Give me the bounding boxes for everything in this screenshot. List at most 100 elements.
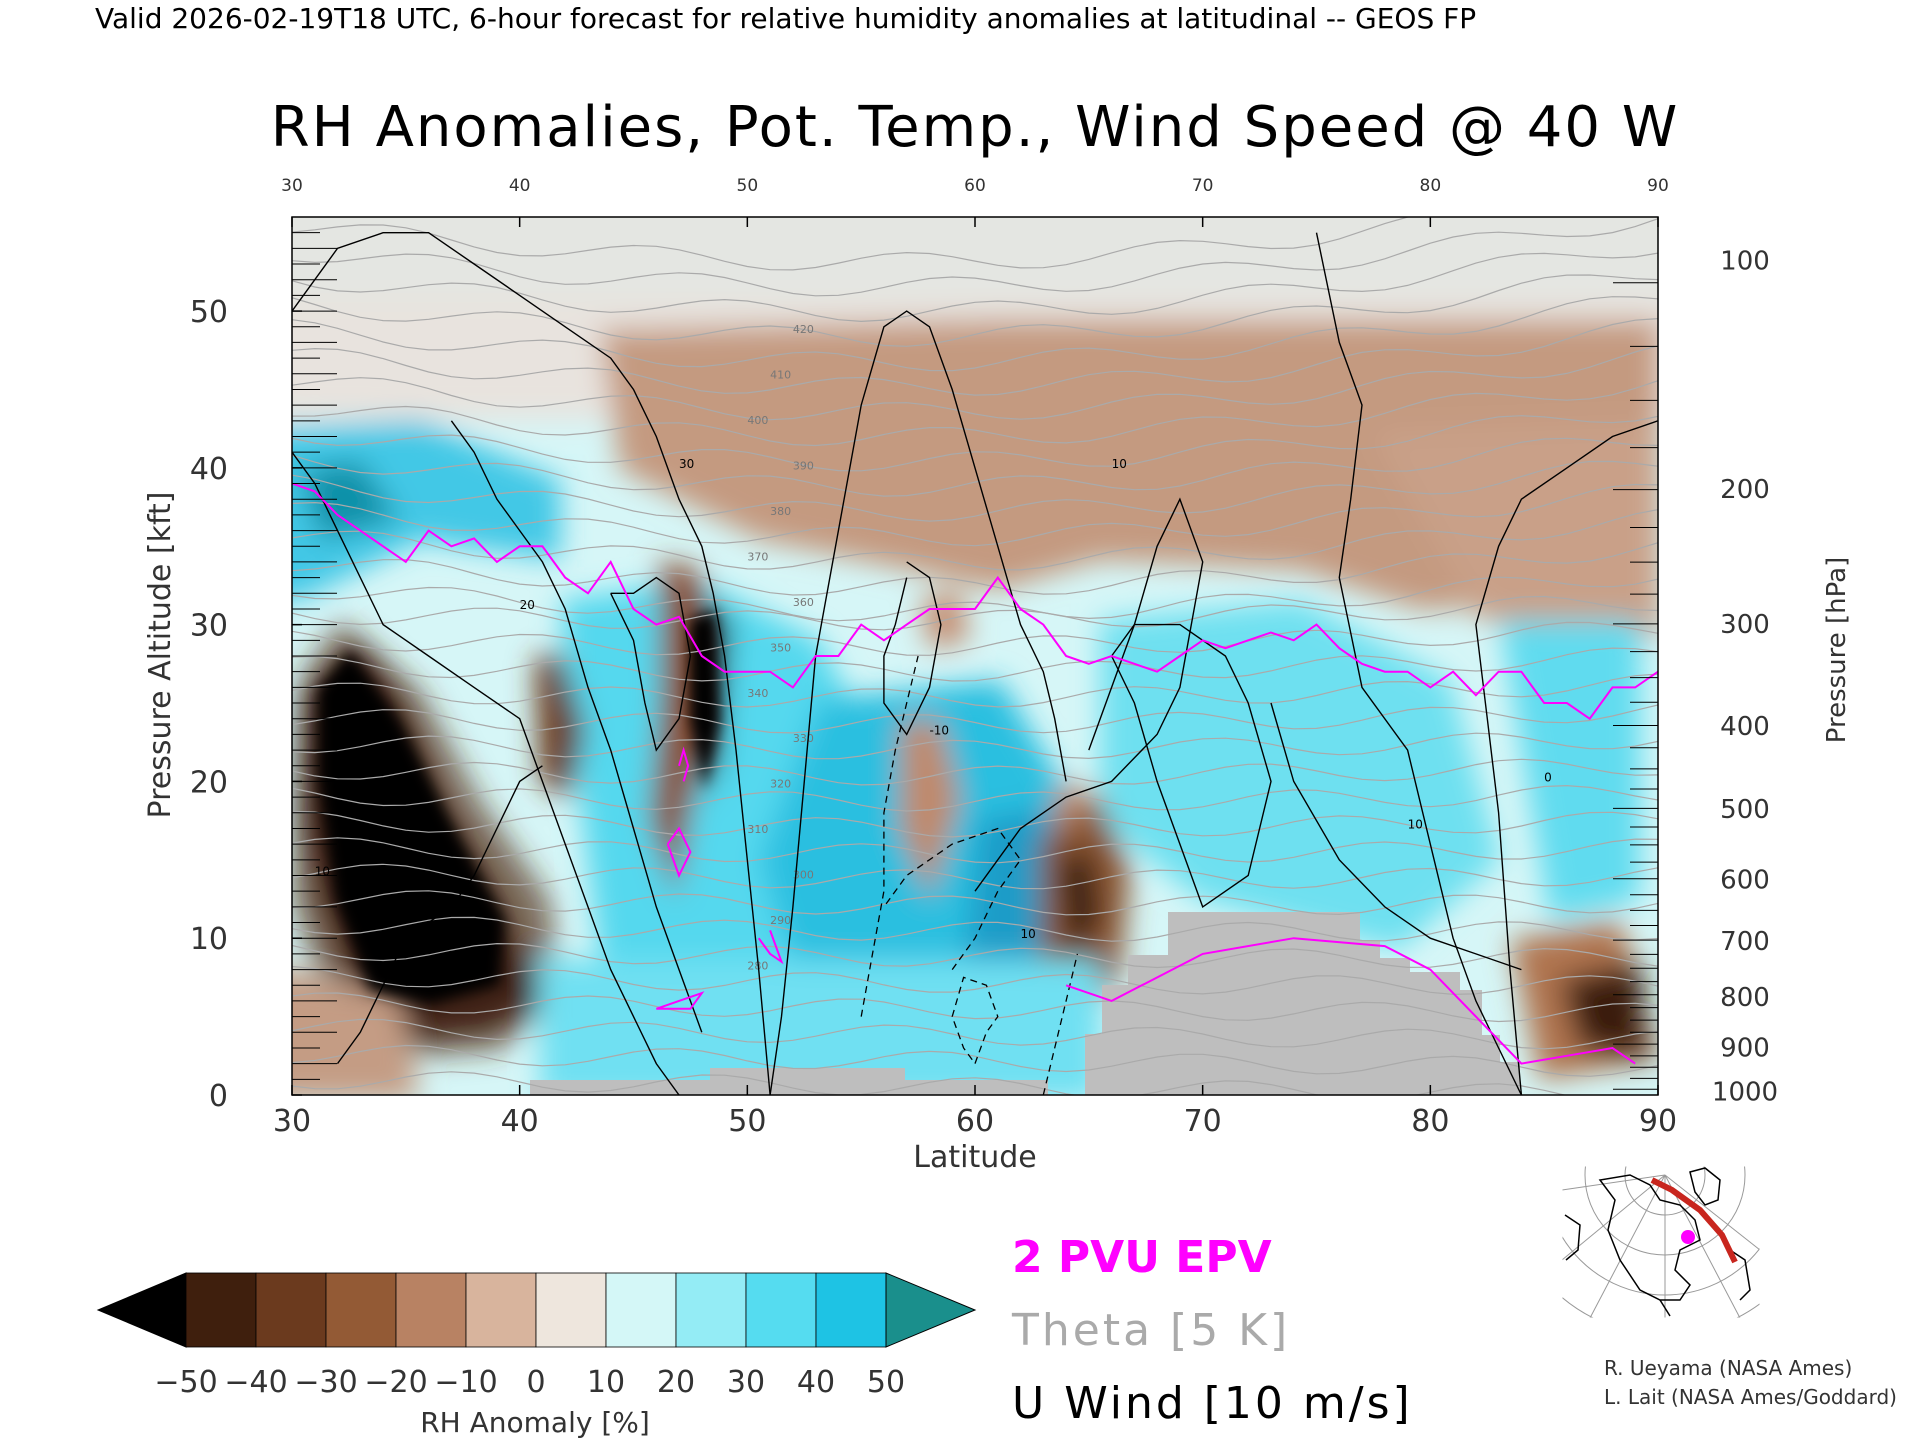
u-wind-contour-line <box>1475 420 1658 1095</box>
x-tick-label: 80 <box>1411 1104 1449 1139</box>
theta-contour-label: 390 <box>793 459 814 472</box>
theta-contour-line <box>292 318 1658 396</box>
theta-contour-line <box>292 460 1658 522</box>
legend: 2 PVU EPV Theta [5 K] U Wind [10 m/s] <box>1011 1232 1413 1429</box>
rh-anomaly-field <box>292 217 1658 1095</box>
colorbar-arrow-low <box>96 1272 187 1348</box>
y2-tick-label: 900 <box>1720 1033 1770 1063</box>
colorbar-tick-label: −20 <box>364 1365 427 1400</box>
u-wind-contours: 10 20 30 -10 10 10 0 10 <box>292 232 1658 1095</box>
theta-contour-line <box>292 217 1411 271</box>
theta-contour-label: 400 <box>747 414 768 427</box>
colorbar-tick-label: −40 <box>224 1365 287 1400</box>
y2-tick-label: 700 <box>1720 927 1770 957</box>
theta-contour-line <box>292 837 1658 864</box>
theta-contour-line <box>292 509 1658 571</box>
theta-contour-label: 410 <box>770 368 791 381</box>
valid-time-header: Valid 2026-02-19T18 UTC, 6-hour forecast… <box>95 2 1476 35</box>
theta-contour-label: 300 <box>793 869 814 882</box>
theta-contour-line <box>292 296 1658 372</box>
colorbar-tick-label: 20 <box>657 1365 695 1400</box>
theta-contour-line <box>292 380 1658 447</box>
colorbar-segment <box>535 1272 607 1348</box>
theta-contour-line <box>292 673 1658 708</box>
x-axis-label: Latitude <box>913 1140 1036 1175</box>
theta-contour-label: 350 <box>770 641 791 654</box>
theta-contour-line <box>292 890 1658 916</box>
top-tick-label: 90 <box>1647 176 1669 196</box>
theta-contour-label: 290 <box>770 914 791 927</box>
theta-contour-line <box>292 595 1658 631</box>
theta-contour-line <box>292 1018 1658 1050</box>
x-tick-label: 70 <box>1184 1104 1222 1139</box>
colorbar: −50 −40 −30 −20 −10 0 10 20 30 40 50 <box>96 1272 977 1400</box>
x-tick-label: 60 <box>956 1104 994 1139</box>
u-wind-negative-contour <box>883 827 1022 970</box>
legend-epv: 2 PVU EPV <box>1012 1232 1272 1283</box>
colorbar-segment <box>745 1272 817 1348</box>
u-wind-contour-label: -10 <box>929 723 949 737</box>
legend-theta: Theta [5 K] <box>1011 1305 1290 1356</box>
colorbar-segment <box>675 1272 747 1348</box>
track-marker <box>1681 1230 1695 1244</box>
legend-wind: U Wind [10 m/s] <box>1012 1378 1413 1429</box>
colorbar-segment <box>325 1272 397 1348</box>
u-wind-contour-line <box>610 576 692 752</box>
x-tick-label: 30 <box>273 1104 311 1139</box>
theta-contour-label: 420 <box>793 323 814 336</box>
epv-2pvu-contour <box>757 930 784 965</box>
theta-contour-label: 340 <box>747 687 768 700</box>
top-tick-label: 30 <box>281 176 303 196</box>
epv-2pvu-contour <box>678 746 690 782</box>
y-tick-label: 30 <box>190 609 228 644</box>
u-wind-contour-line <box>292 451 680 1095</box>
u-wind-contour-label: 10 <box>1408 817 1423 831</box>
colorbar-segment <box>465 1272 537 1348</box>
theta-contour-line <box>292 252 1658 323</box>
top-tick-label: 40 <box>509 176 531 196</box>
u-wind-contour-label: 10 <box>1021 927 1036 941</box>
u-wind-negative-contour <box>860 655 919 1017</box>
colorbar-tick-label: 40 <box>797 1365 835 1400</box>
theta-contour-label: 370 <box>747 550 768 563</box>
u-wind-contour-line <box>1270 702 1522 971</box>
terrain-mask <box>530 1068 1048 1095</box>
theta-contour-line <box>292 732 1658 760</box>
u-wind-contour-line <box>769 310 1067 1095</box>
u-wind-contour-label: 10 <box>315 865 330 879</box>
u-wind-negative-contour <box>1042 953 1079 1095</box>
theta-contour-label: 320 <box>770 778 791 791</box>
theta-contour-label: 310 <box>747 823 768 836</box>
y2-tick-label: 500 <box>1720 795 1770 825</box>
chart-title: RH Anomalies, Pot. Temp., Wind Speed @ 4… <box>271 95 1679 160</box>
top-tick-label: 80 <box>1420 176 1442 196</box>
y2-tick-label: 800 <box>1720 983 1770 1013</box>
y2-tick-label: 300 <box>1720 610 1770 640</box>
theta-contour-line <box>292 784 1658 812</box>
colorbar-tick-label: 50 <box>867 1365 905 1400</box>
theta-contour-line <box>292 576 1658 622</box>
y2-tick-label: 600 <box>1720 866 1770 896</box>
u-wind-contour-label: 10 <box>1112 457 1127 471</box>
colorbar-segment <box>605 1272 677 1348</box>
theta-contour-line <box>292 863 1658 890</box>
u-wind-contour-line <box>450 420 703 1033</box>
epv-2pvu-contour <box>666 826 692 879</box>
theta-contour-line <box>292 274 1658 347</box>
colorbar-tick-label: 10 <box>587 1365 625 1400</box>
theta-contour-label: 360 <box>793 596 814 609</box>
x-tick-label: 40 <box>501 1104 539 1139</box>
top-tick-label: 70 <box>1192 176 1214 196</box>
theta-contour-line <box>292 810 1658 838</box>
theta-contour-line <box>292 621 1658 656</box>
epv-2pvu-layer <box>292 482 1658 1065</box>
colorbar-segment <box>255 1272 327 1348</box>
u-wind-contour-line <box>1315 232 1523 1095</box>
map-inset <box>1561 1165 1761 1319</box>
epv-2pvu-contour <box>1065 937 1636 1065</box>
theta-contour-line <box>292 542 1658 596</box>
u-wind-contour-label: 0 <box>1544 770 1552 784</box>
colorbar-label: RH Anomaly [%] <box>420 1406 650 1439</box>
cross-section-track <box>1650 1177 1738 1264</box>
colorbar-segment <box>395 1272 467 1348</box>
